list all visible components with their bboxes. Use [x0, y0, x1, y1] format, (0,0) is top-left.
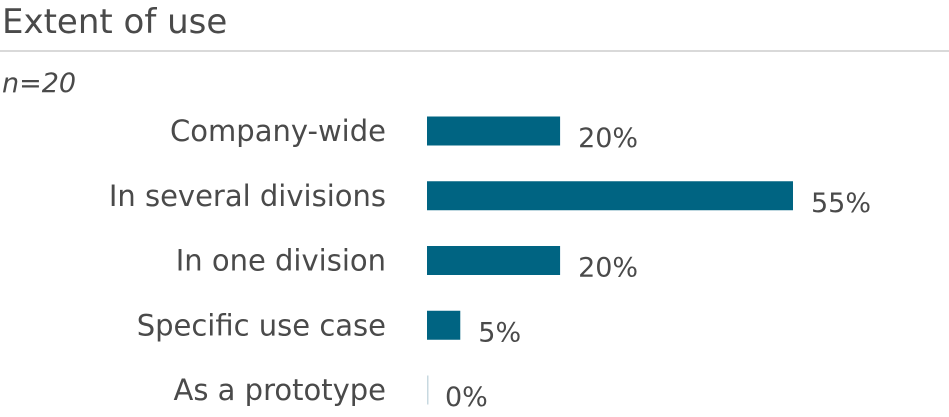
category-label: In one division: [176, 244, 386, 278]
chart-title: Extent of use: [2, 2, 228, 42]
value-label: 20%: [578, 123, 638, 154]
title-divider: [0, 50, 949, 52]
bar: [427, 116, 561, 146]
value-label: 55%: [811, 188, 871, 219]
bar: [427, 246, 561, 275]
category-label: As a prototype: [174, 373, 387, 407]
value-label: 20%: [578, 253, 638, 284]
category-label: Specific use case: [137, 308, 386, 342]
category-label: In several divisions: [109, 179, 386, 213]
bar: [427, 310, 461, 340]
value-label: 0%: [445, 382, 488, 413]
bar: [427, 375, 429, 405]
bar: [427, 181, 793, 211]
category-label: Company-wide: [170, 114, 386, 148]
value-label: 5%: [478, 317, 521, 348]
sample-size-label: n=20: [2, 68, 77, 99]
